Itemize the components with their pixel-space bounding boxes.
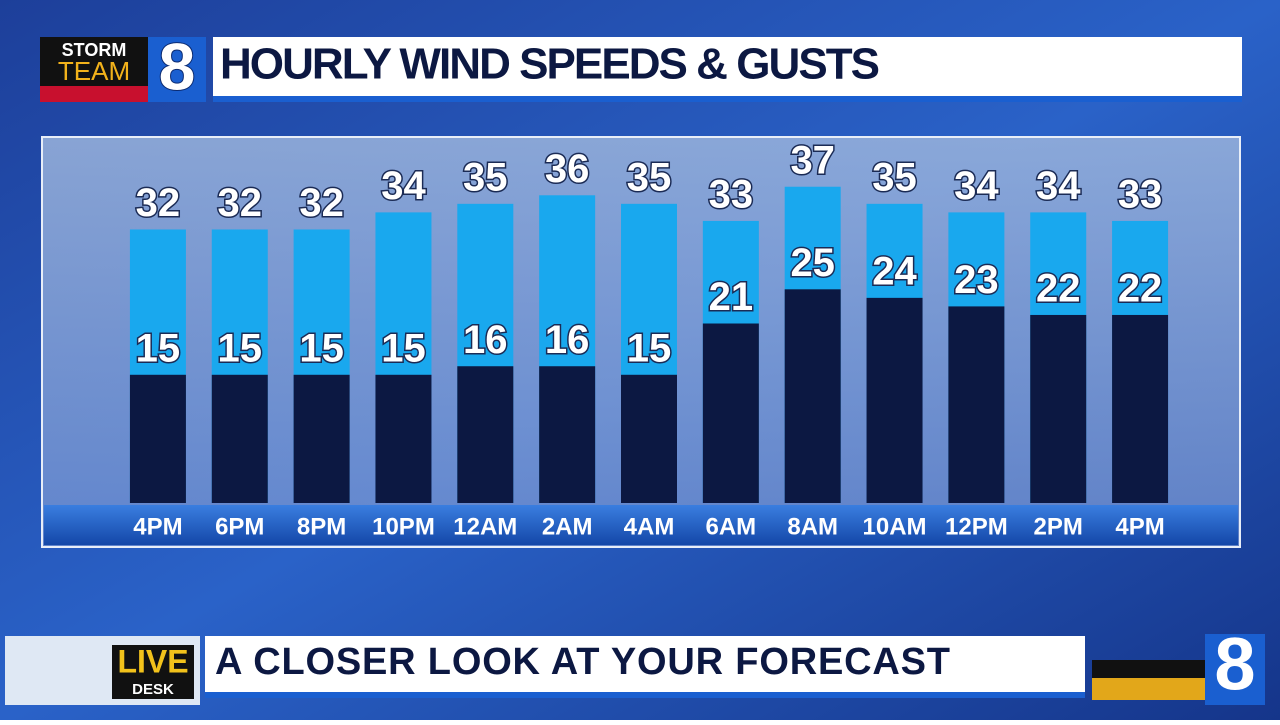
x-tick-label: 8PM [297,513,346,540]
headline-box [205,636,1085,698]
bar [457,366,514,503]
bar [621,374,677,503]
value-label: 15 [136,326,181,370]
value-label: 15 [381,326,426,370]
value-label: 22 [1118,267,1163,311]
bar [702,323,759,503]
value-label: 35 [872,155,917,199]
value-label: 36 [545,147,590,191]
category-strip [44,505,1238,545]
x-tick-label: 2PM [1034,513,1083,540]
corner-bar-gold [1092,678,1205,700]
bar [375,374,432,503]
value-label: 32 [136,181,181,225]
bar [129,374,186,503]
x-tick-label: 2AM [542,513,593,540]
bar [539,366,596,503]
corner-bar-black [1092,660,1205,678]
live-badge [112,645,194,699]
value-label: 15 [299,326,344,370]
x-tick-label: 4PM [133,513,182,540]
x-tick-label: 4PM [1115,513,1164,540]
headline: A CLOSER LOOK AT YOUR FORECAST [215,641,950,683]
value-label: 15 [627,326,672,370]
value-label: 22 [1036,267,1081,311]
bar [866,297,923,503]
chart-title: HOURLY WIND SPEEDS & GUSTS [220,40,880,89]
value-label: 23 [954,258,999,302]
value-label: 35 [627,155,672,199]
value-label: 16 [463,318,508,362]
value-label: 33 [1118,172,1163,216]
value-label: 34 [954,164,999,208]
bar [1112,314,1169,503]
desk-text: DESK [132,681,174,698]
headline-underline [205,692,1085,698]
title-box [213,37,1242,102]
bar [1030,314,1087,503]
value-label: 32 [218,181,263,225]
title-underline [213,96,1242,102]
value-label: 37 [790,138,835,182]
value-label: 33 [709,172,754,216]
x-tick-label: 10AM [863,513,927,540]
value-label: 34 [381,164,426,208]
logo-storm: STORM [62,40,127,60]
value-label: 35 [463,155,508,199]
x-tick-label: 12AM [453,513,517,540]
value-label: 32 [299,181,344,225]
bar [784,289,841,503]
x-tick-label: 8AM [787,513,838,540]
bar [948,306,1005,503]
value-label: 21 [709,275,754,319]
value-label: 34 [1036,164,1081,208]
value-label: 25 [790,241,835,285]
logo-number-box [148,37,206,102]
bar [211,374,268,503]
x-tick-label: 6AM [706,513,757,540]
logo-stripe [40,86,148,102]
value-label: 24 [872,249,917,293]
x-tick-label: 10PM [372,513,435,540]
corner-logo: 8 [1214,623,1255,706]
x-tick-label: 4AM [624,513,675,540]
x-tick-label: 12PM [945,513,1008,540]
x-tick-label: 6PM [215,513,264,540]
logo-number: 8 [159,29,196,103]
value-label: 15 [218,326,263,370]
corner-logo-box [1205,634,1265,705]
bar [293,374,350,503]
logo-team: TEAM [58,56,130,86]
plot: 32 32 32 34 35 36 35 33 37 35 34 34 33 15 15 15 15 16 16 15… [129,137,1169,540]
value-label: 16 [545,318,590,362]
live-text: LIVE [117,643,188,679]
